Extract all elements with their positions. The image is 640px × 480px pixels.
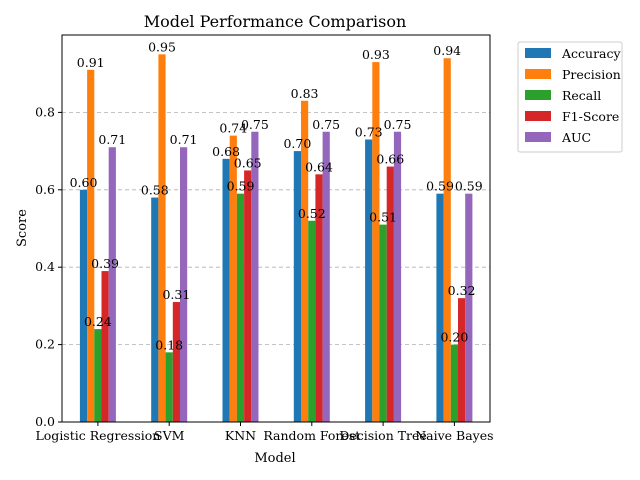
bar-value-label: 0.71: [170, 132, 198, 147]
bar: [372, 62, 380, 423]
y-tick-label: 0.0: [35, 414, 55, 429]
bar-value-label: 0.64: [305, 159, 333, 174]
bar: [386, 166, 394, 422]
bar-value-label: 0.95: [148, 39, 176, 54]
bar: [158, 54, 166, 422]
bar: [236, 193, 245, 422]
bar-value-label: 0.31: [162, 287, 190, 302]
legend-label: AUC: [561, 130, 591, 145]
bar-value-label: 0.71: [98, 132, 126, 147]
bar-value-label: 0.59: [455, 179, 483, 194]
bar-value-label: 0.32: [448, 283, 476, 298]
legend-swatch: [525, 48, 551, 58]
bar-labels: 0.60 0.91 0.24 0.39 0.71 0.58 0.95 0.18 0.31 0.71…: [70, 39, 483, 352]
bar: [151, 197, 159, 422]
legend-label: F1-Score: [562, 109, 619, 124]
bar: [108, 147, 116, 423]
bar: [301, 100, 309, 422]
bar-value-label: 0.83: [291, 86, 319, 101]
bar: [244, 170, 252, 422]
bar-value-label: 0.39: [91, 256, 119, 271]
x-tick-label: Random Forest: [263, 428, 360, 443]
bar-value-label: 0.59: [227, 179, 255, 194]
x-tick-label: Decision Tree: [339, 428, 427, 443]
bar: [450, 344, 458, 422]
bar-value-label: 0.94: [433, 43, 461, 58]
bar: [180, 147, 188, 423]
bars: [79, 54, 473, 423]
y-tick-label: 0.4: [35, 259, 55, 274]
x-tick-label: KNN: [225, 428, 256, 443]
grid-lines: [62, 112, 490, 346]
bar: [465, 193, 473, 422]
legend-swatch: [525, 132, 551, 142]
bar: [251, 131, 259, 422]
bar-value-label: 0.51: [369, 210, 397, 225]
y-axis-label: Score: [15, 209, 30, 247]
y-tick-label: 0.2: [35, 337, 55, 352]
bar-value-label: 0.75: [241, 117, 269, 132]
bar-value-label: 0.91: [77, 55, 105, 70]
bar-value-label: 0.20: [440, 330, 468, 345]
chart-title: Model Performance Comparison: [144, 12, 407, 31]
legend-label: Recall: [562, 88, 601, 103]
bar: [393, 131, 402, 422]
bar-value-label: 0.73: [355, 124, 383, 139]
bar-value-label: 0.24: [84, 314, 112, 329]
bar-value-label: 0.66: [376, 152, 404, 167]
legend-swatch: [525, 90, 551, 100]
bar: [315, 174, 323, 422]
legend-swatch: [525, 111, 551, 121]
x-tick-label: Naive Bayes: [415, 428, 493, 443]
y-tick-label: 0.8: [35, 104, 55, 119]
bar-value-label: 0.75: [312, 117, 340, 132]
bar: [379, 224, 387, 422]
bar: [165, 352, 173, 422]
bar: [458, 298, 466, 422]
legend-swatch: [525, 69, 551, 79]
bar: [308, 220, 316, 422]
bar: [365, 139, 373, 423]
bar-value-label: 0.93: [362, 47, 390, 62]
bar: [172, 302, 180, 422]
bar-value-label: 0.18: [155, 337, 183, 352]
bar-value-label: 0.52: [298, 206, 326, 221]
x-tick-label: SVM: [154, 428, 185, 443]
bar: [94, 329, 102, 422]
bar-value-label: 0.60: [70, 175, 98, 190]
bar: [222, 158, 230, 422]
bar: [443, 58, 451, 422]
bar-value-label: 0.58: [141, 183, 169, 198]
bar: [101, 271, 109, 422]
bar-value-label: 0.74: [219, 121, 247, 136]
bar: [293, 151, 301, 422]
bar-value-label: 0.70: [283, 136, 311, 151]
bar: [87, 69, 95, 422]
y-tick-label: 0.6: [35, 182, 55, 197]
y-axis-ticks: 0.0 0.2 0.4 0.6 0.8: [35, 104, 62, 429]
bar: [79, 189, 88, 422]
plot-frame: [61, 34, 491, 423]
bar: [322, 131, 330, 422]
bar-value-label: 0.75: [384, 117, 412, 132]
legend: Accuracy Precision Recall F1-Score AUC: [517, 41, 623, 153]
bar: [436, 193, 444, 422]
x-tick-label: Logistic Regression: [35, 428, 160, 443]
legend-label: Accuracy: [561, 46, 622, 61]
bar: [229, 135, 237, 422]
x-axis-label: Model: [254, 451, 295, 466]
legend-label: Precision: [562, 67, 621, 82]
bar-value-label: 0.65: [234, 155, 262, 170]
bar-value-label: 0.59: [426, 179, 454, 194]
bar-value-label: 0.68: [212, 144, 240, 159]
